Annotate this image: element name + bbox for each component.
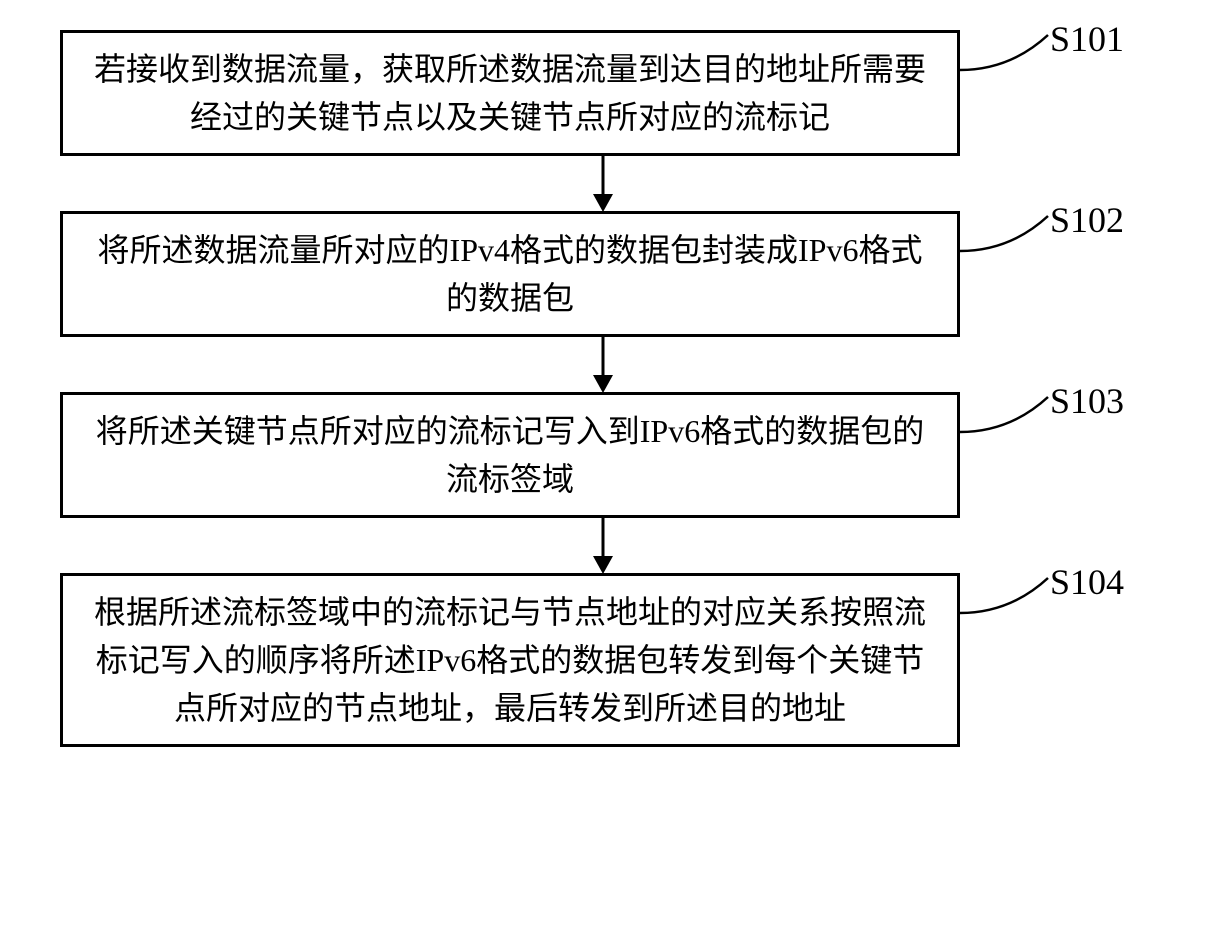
arrow-down-icon bbox=[588, 154, 618, 214]
arrow-s101-s102 bbox=[153, 156, 1053, 211]
flowchart-box-s101: 若接收到数据流量，获取所述数据流量到达目的地址所需要经过的关键节点以及关键节点所… bbox=[60, 30, 960, 156]
flowchart-box-s102: 将所述数据流量所对应的IPv4格式的数据包封装成IPv6格式的数据包 bbox=[60, 211, 960, 337]
step-label: S104 bbox=[1050, 561, 1124, 603]
step-label: S102 bbox=[1050, 199, 1124, 241]
arrow-down-icon bbox=[588, 335, 618, 395]
step-label: S103 bbox=[1050, 380, 1124, 422]
connector-curve-icon bbox=[960, 392, 1055, 437]
arrow-s102-s103 bbox=[153, 337, 1053, 392]
connector-curve-icon bbox=[960, 30, 1055, 75]
step-text: 根据所述流标签域中的流标记与节点地址的对应关系按照流标记写入的顺序将所述IPv6… bbox=[94, 594, 926, 726]
flowchart-container: 若接收到数据流量，获取所述数据流量到达目的地址所需要经过的关键节点以及关键节点所… bbox=[60, 30, 1146, 747]
step-text: 将所述数据流量所对应的IPv4格式的数据包封装成IPv6格式的数据包 bbox=[98, 232, 923, 316]
step-container-s102: 将所述数据流量所对应的IPv4格式的数据包封装成IPv6格式的数据包 S102 bbox=[60, 211, 1146, 337]
arrow-down-icon bbox=[588, 516, 618, 576]
step-container-s103: 将所述关键节点所对应的流标记写入到IPv6格式的数据包的流标签域 S103 bbox=[60, 392, 1146, 518]
step-label: S101 bbox=[1050, 18, 1124, 60]
step-text: 将所述关键节点所对应的流标记写入到IPv6格式的数据包的流标签域 bbox=[96, 413, 924, 497]
connector-curve-icon bbox=[960, 573, 1055, 618]
step-container-s104: 根据所述流标签域中的流标记与节点地址的对应关系按照流标记写入的顺序将所述IPv6… bbox=[60, 573, 1146, 747]
connector-curve-icon bbox=[960, 211, 1055, 256]
flowchart-box-s103: 将所述关键节点所对应的流标记写入到IPv6格式的数据包的流标签域 bbox=[60, 392, 960, 518]
flowchart-box-s104: 根据所述流标签域中的流标记与节点地址的对应关系按照流标记写入的顺序将所述IPv6… bbox=[60, 573, 960, 747]
step-text: 若接收到数据流量，获取所述数据流量到达目的地址所需要经过的关键节点以及关键节点所… bbox=[94, 51, 926, 135]
step-container-s101: 若接收到数据流量，获取所述数据流量到达目的地址所需要经过的关键节点以及关键节点所… bbox=[60, 30, 1146, 156]
arrow-s103-s104 bbox=[153, 518, 1053, 573]
